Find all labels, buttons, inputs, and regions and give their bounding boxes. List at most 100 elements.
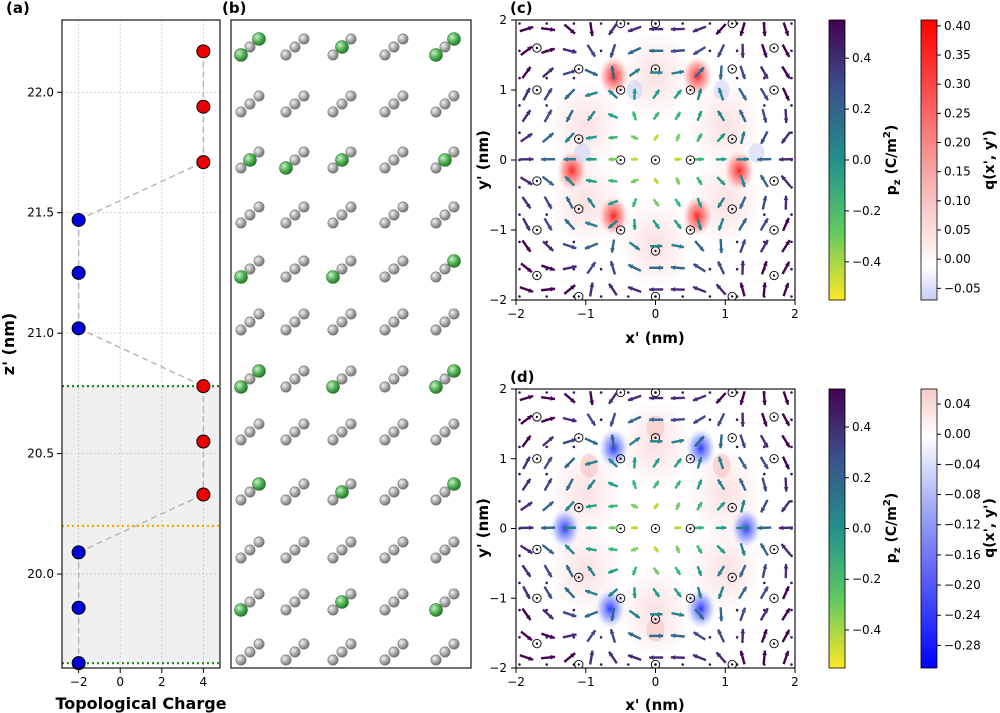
atom-grey bbox=[253, 418, 265, 430]
y-tick-label: 2 bbox=[499, 382, 507, 396]
arrow-head bbox=[760, 138, 766, 144]
atom-grey bbox=[289, 596, 301, 608]
x-tick-label: −1 bbox=[577, 675, 595, 689]
density-blob bbox=[595, 588, 626, 629]
arrow-head bbox=[675, 201, 681, 207]
arrow-head bbox=[547, 225, 552, 231]
arrow-head bbox=[654, 112, 659, 118]
grid-dot bbox=[545, 104, 548, 107]
atom-grey bbox=[397, 418, 409, 430]
atom-grey bbox=[327, 434, 339, 446]
atom-grey bbox=[379, 434, 391, 446]
vortex-center bbox=[619, 597, 622, 600]
vortex-marker bbox=[727, 64, 737, 74]
arrow-head bbox=[784, 586, 790, 592]
arrow-head bbox=[785, 420, 790, 426]
vortex-marker bbox=[574, 502, 584, 513]
atom-grey bbox=[336, 544, 348, 556]
vortex-center bbox=[731, 663, 734, 666]
arrow-head bbox=[526, 66, 531, 72]
arrow-head bbox=[654, 458, 660, 464]
vortex-marker bbox=[532, 225, 542, 235]
arrow-head bbox=[541, 156, 546, 162]
arrow-head bbox=[628, 632, 634, 637]
atom-green bbox=[447, 477, 461, 491]
vortex-marker bbox=[574, 659, 584, 668]
q-colorbar-title-d: q(x', y') bbox=[982, 498, 998, 558]
x-tick-label: 4 bbox=[200, 675, 208, 689]
atom-grey bbox=[379, 49, 391, 61]
arrow-head bbox=[570, 285, 576, 290]
grid-dot bbox=[518, 131, 521, 134]
arrow-head bbox=[675, 502, 680, 508]
arrow-head bbox=[760, 174, 766, 180]
arrow-head bbox=[675, 480, 681, 486]
vortex-marker bbox=[650, 20, 661, 29]
arrow-head bbox=[608, 135, 614, 141]
data-point bbox=[196, 155, 211, 170]
vortex-marker bbox=[685, 523, 696, 534]
arrow-head bbox=[571, 49, 577, 54]
arrow-head bbox=[741, 95, 747, 101]
arrow-head bbox=[785, 629, 790, 635]
y-tick-label: 21.0 bbox=[27, 326, 54, 340]
arrow-head bbox=[587, 197, 593, 203]
arrow-head bbox=[590, 420, 596, 426]
atom-green bbox=[252, 32, 266, 46]
vortex-marker bbox=[769, 544, 779, 555]
arrow-head bbox=[608, 569, 614, 574]
arrow-head bbox=[670, 655, 676, 660]
x-tick-label: −2 bbox=[507, 307, 525, 321]
atom-grey bbox=[327, 324, 339, 336]
arrow-head bbox=[720, 133, 725, 139]
arrow-head bbox=[658, 438, 663, 444]
arrow-head bbox=[608, 525, 614, 531]
grid-dot bbox=[763, 213, 766, 216]
arrow-head bbox=[679, 612, 685, 617]
arrow-head bbox=[760, 543, 766, 549]
arrow-head bbox=[762, 421, 768, 427]
arrow-head bbox=[571, 417, 577, 423]
vortex-marker bbox=[650, 523, 661, 534]
arrow-head bbox=[763, 95, 768, 101]
grid-dot bbox=[518, 295, 521, 298]
atom-grey bbox=[289, 486, 301, 498]
arrow-head bbox=[762, 31, 767, 37]
arrow-head bbox=[609, 283, 614, 289]
arrow-head bbox=[784, 282, 790, 288]
atom-grey bbox=[345, 365, 357, 377]
vortex-center bbox=[535, 548, 539, 551]
arrow-head bbox=[610, 434, 616, 440]
density-blob bbox=[685, 588, 716, 629]
vortex-center bbox=[654, 391, 657, 394]
atom-grey bbox=[298, 418, 310, 430]
vortex-center bbox=[654, 249, 657, 253]
atom-grey bbox=[244, 263, 256, 275]
atom-grey bbox=[388, 316, 400, 328]
arrow-head bbox=[784, 650, 790, 656]
atom-grey bbox=[327, 162, 339, 174]
atom-grey bbox=[253, 90, 265, 102]
arrow-head bbox=[763, 442, 768, 448]
arrow-head bbox=[762, 52, 768, 58]
vortex-marker bbox=[769, 225, 779, 235]
y-axis-title-c: y' (nm) bbox=[474, 130, 492, 190]
grid-dot bbox=[545, 22, 548, 25]
arrow-head bbox=[608, 398, 614, 404]
arrow-head bbox=[654, 223, 660, 229]
arrow-head bbox=[566, 485, 571, 491]
arrow-head bbox=[762, 629, 768, 635]
panel-label-c: (c) bbox=[510, 0, 533, 17]
arrow-head bbox=[693, 50, 699, 55]
arrow-head bbox=[697, 133, 702, 139]
arrow-head bbox=[608, 156, 614, 162]
atom-green bbox=[429, 380, 443, 394]
y-tick-label: 20.5 bbox=[27, 447, 54, 461]
arrow-head bbox=[670, 48, 676, 54]
arrow-head bbox=[525, 478, 531, 484]
arrow-head bbox=[739, 399, 745, 405]
atom-green bbox=[335, 595, 349, 609]
atom-grey bbox=[388, 41, 400, 53]
atom-grey bbox=[388, 209, 400, 221]
arrow-head bbox=[699, 614, 704, 620]
